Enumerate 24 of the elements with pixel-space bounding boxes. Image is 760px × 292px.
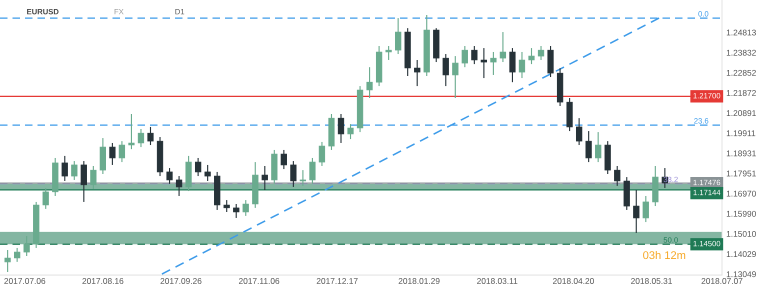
x-tick-label: 2017.12.17 <box>316 278 358 284</box>
y-tick-label: 1.23832 <box>726 50 756 56</box>
y-tick-label: 1.18931 <box>726 150 756 156</box>
y-tick-label: 1.21872 <box>726 90 756 96</box>
y-tick-label: 1.17951 <box>726 170 756 176</box>
y-tick-label: 1.16970 <box>726 190 756 197</box>
y-tick-label: 1.14029 <box>726 251 756 258</box>
y-tick-label: 1.19911 <box>726 130 756 136</box>
y-tick-label: 1.13049 <box>726 271 756 278</box>
x-tick-label: 2018.01.29 <box>398 278 440 284</box>
x-tick-label: 2017.09.26 <box>160 278 202 284</box>
x-tick-label: 2018.07.07 <box>702 278 742 284</box>
x-tick-label: 2017.11.06 <box>238 278 280 284</box>
x-tick-label: 2018.04.20 <box>552 278 594 284</box>
annotation: 03h 12m <box>643 250 686 260</box>
x-tick-label: 2017.08.16 <box>82 278 124 284</box>
y-tick-label: 1.15990 <box>726 210 756 217</box>
x-tick-label: 2018.05.31 <box>631 278 672 284</box>
y-tick-label: 1.20891 <box>726 110 756 116</box>
x-tick-label: 2017.07.06 <box>4 278 46 284</box>
y-tick-label: 1.15010 <box>726 230 756 237</box>
x-tick-label: 2018.03.11 <box>477 278 518 284</box>
y-tick-label: 1.24813 <box>726 30 756 36</box>
y-tick-label: 1.22852 <box>726 70 756 76</box>
